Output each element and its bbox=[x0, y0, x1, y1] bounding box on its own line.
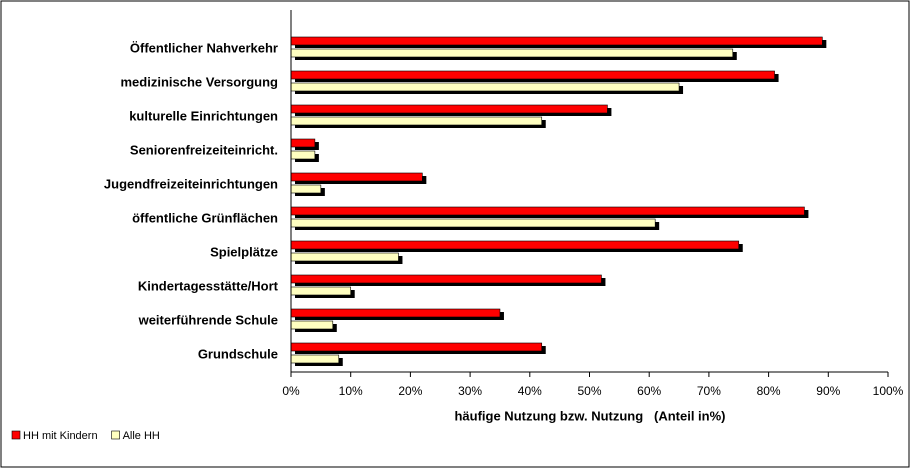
bar bbox=[290, 342, 543, 352]
y-tick-label: Jugendfreizeiteinrichtungen bbox=[104, 176, 278, 191]
y-tick-label: Grundschule bbox=[198, 346, 278, 361]
bar bbox=[290, 48, 734, 58]
bar bbox=[290, 274, 602, 284]
y-tick-label: Öffentlicher Nahverkehr bbox=[130, 40, 278, 55]
bar bbox=[290, 116, 543, 126]
y-tick-label: weiterführende Schule bbox=[138, 312, 278, 327]
bar bbox=[290, 354, 340, 364]
y-tick-label: Kindertagesstätte/Hort bbox=[138, 278, 279, 293]
x-tick-label: 80% bbox=[757, 384, 781, 398]
y-tick-label: kulturelle Einrichtungen bbox=[129, 108, 278, 123]
bar bbox=[290, 240, 740, 250]
bar bbox=[290, 172, 423, 182]
bar bbox=[290, 320, 334, 330]
bar bbox=[290, 104, 608, 114]
x-tick-label: 60% bbox=[637, 384, 661, 398]
bar bbox=[290, 206, 805, 216]
x-tick-label: 100% bbox=[873, 384, 904, 398]
bar bbox=[290, 138, 316, 148]
bar bbox=[290, 308, 501, 318]
y-tick-label: öffentliche Grünflächen bbox=[132, 210, 278, 225]
x-tick-label: 40% bbox=[518, 384, 542, 398]
legend-label: HH mit Kindern bbox=[23, 430, 98, 442]
bar bbox=[290, 184, 322, 194]
x-tick-label: 70% bbox=[697, 384, 721, 398]
bar bbox=[290, 82, 680, 92]
bar bbox=[290, 36, 823, 46]
x-tick-label: 90% bbox=[816, 384, 840, 398]
x-tick-label: 0% bbox=[282, 384, 300, 398]
bar bbox=[290, 218, 656, 228]
y-tick-label: medizinische Versorgung bbox=[121, 74, 279, 89]
y-tick-label: Seniorenfreizeiteinricht. bbox=[130, 142, 278, 157]
x-axis-label: häufige Nutzung bzw. Nutzung (Anteil in%… bbox=[454, 408, 725, 423]
x-tick-label: 20% bbox=[398, 384, 422, 398]
bar bbox=[290, 286, 352, 296]
x-tick-label: 50% bbox=[577, 384, 601, 398]
bar bbox=[290, 70, 775, 80]
bar bbox=[290, 150, 316, 160]
bar bbox=[290, 252, 399, 262]
y-tick-label: Spielplätze bbox=[210, 244, 278, 259]
x-tick-label: 10% bbox=[339, 384, 363, 398]
x-tick-label: 30% bbox=[458, 384, 482, 398]
legend-swatch bbox=[111, 430, 120, 440]
legend-swatch bbox=[11, 430, 21, 440]
legend-label: Alle HH bbox=[123, 430, 160, 442]
